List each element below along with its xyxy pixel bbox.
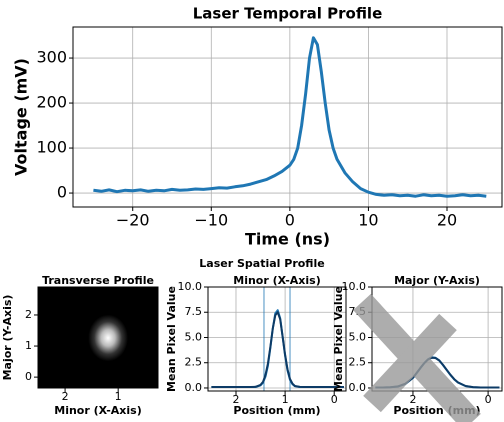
y-axis-label: Major (Y-Axis): [1, 295, 14, 381]
y-tick-label: 0: [25, 370, 32, 383]
x-tick-label: 2: [62, 390, 69, 403]
x-axis-label: Minor (X-Axis): [54, 404, 142, 417]
y-tick-label: 0.0: [185, 381, 203, 394]
x-tick-label: 10: [358, 211, 378, 230]
y-tick-label: 100: [36, 138, 67, 157]
y-tick-label: 0.0: [349, 381, 367, 394]
chart-title: Transverse Profile: [42, 274, 154, 287]
y-tick-label: 1: [25, 339, 32, 352]
x-tick-label: −10: [194, 211, 228, 230]
x-tick-label: 0: [331, 393, 338, 406]
plot-area: [38, 287, 158, 388]
chart-title: Laser Temporal Profile: [193, 5, 383, 23]
y-axis-label: Voltage (mV): [12, 58, 31, 176]
y-tick-label: 2.5: [349, 356, 367, 369]
axes-frame: [73, 27, 502, 207]
data-line: [211, 312, 344, 387]
figure: Laser Spatial Profile −20−10010200100200…: [0, 0, 504, 422]
y-tick-label: 0: [57, 183, 67, 202]
figure-title: Laser Spatial Profile: [199, 257, 324, 270]
y-axis-label: Mean Pixel Value: [332, 286, 345, 392]
x-tick-label: 1: [115, 390, 122, 403]
y-tick-label: 300: [36, 48, 67, 67]
axes-frame: [208, 287, 346, 391]
x-axis-label: Position (mm): [233, 404, 320, 417]
chart-title: Major (Y-Axis): [394, 274, 480, 287]
y-tick-label: 2: [25, 308, 32, 321]
y-tick-label: 10.0: [342, 280, 367, 293]
x-axis-label: Time (ns): [245, 230, 330, 249]
y-tick-label: 5.0: [349, 330, 367, 343]
data-line: [211, 310, 344, 387]
x-tick-label: 0: [285, 211, 295, 230]
x-tick-label: −20: [116, 211, 150, 230]
y-tick-label: 7.5: [185, 305, 203, 318]
y-tick-label: 200: [36, 93, 67, 112]
y-tick-label: 5.0: [185, 330, 203, 343]
chart-title: Minor (X-Axis): [233, 274, 321, 287]
y-tick-label: 10.0: [178, 280, 203, 293]
y-tick-label: 2.5: [185, 356, 203, 369]
plot-area: [73, 27, 502, 207]
y-axis-label: Mean Pixel Value: [165, 286, 178, 392]
beam-spot: [88, 315, 128, 362]
x-tick-label: 0: [485, 393, 492, 406]
x-tick-label: 20: [437, 211, 457, 230]
plot-area: [208, 287, 346, 391]
